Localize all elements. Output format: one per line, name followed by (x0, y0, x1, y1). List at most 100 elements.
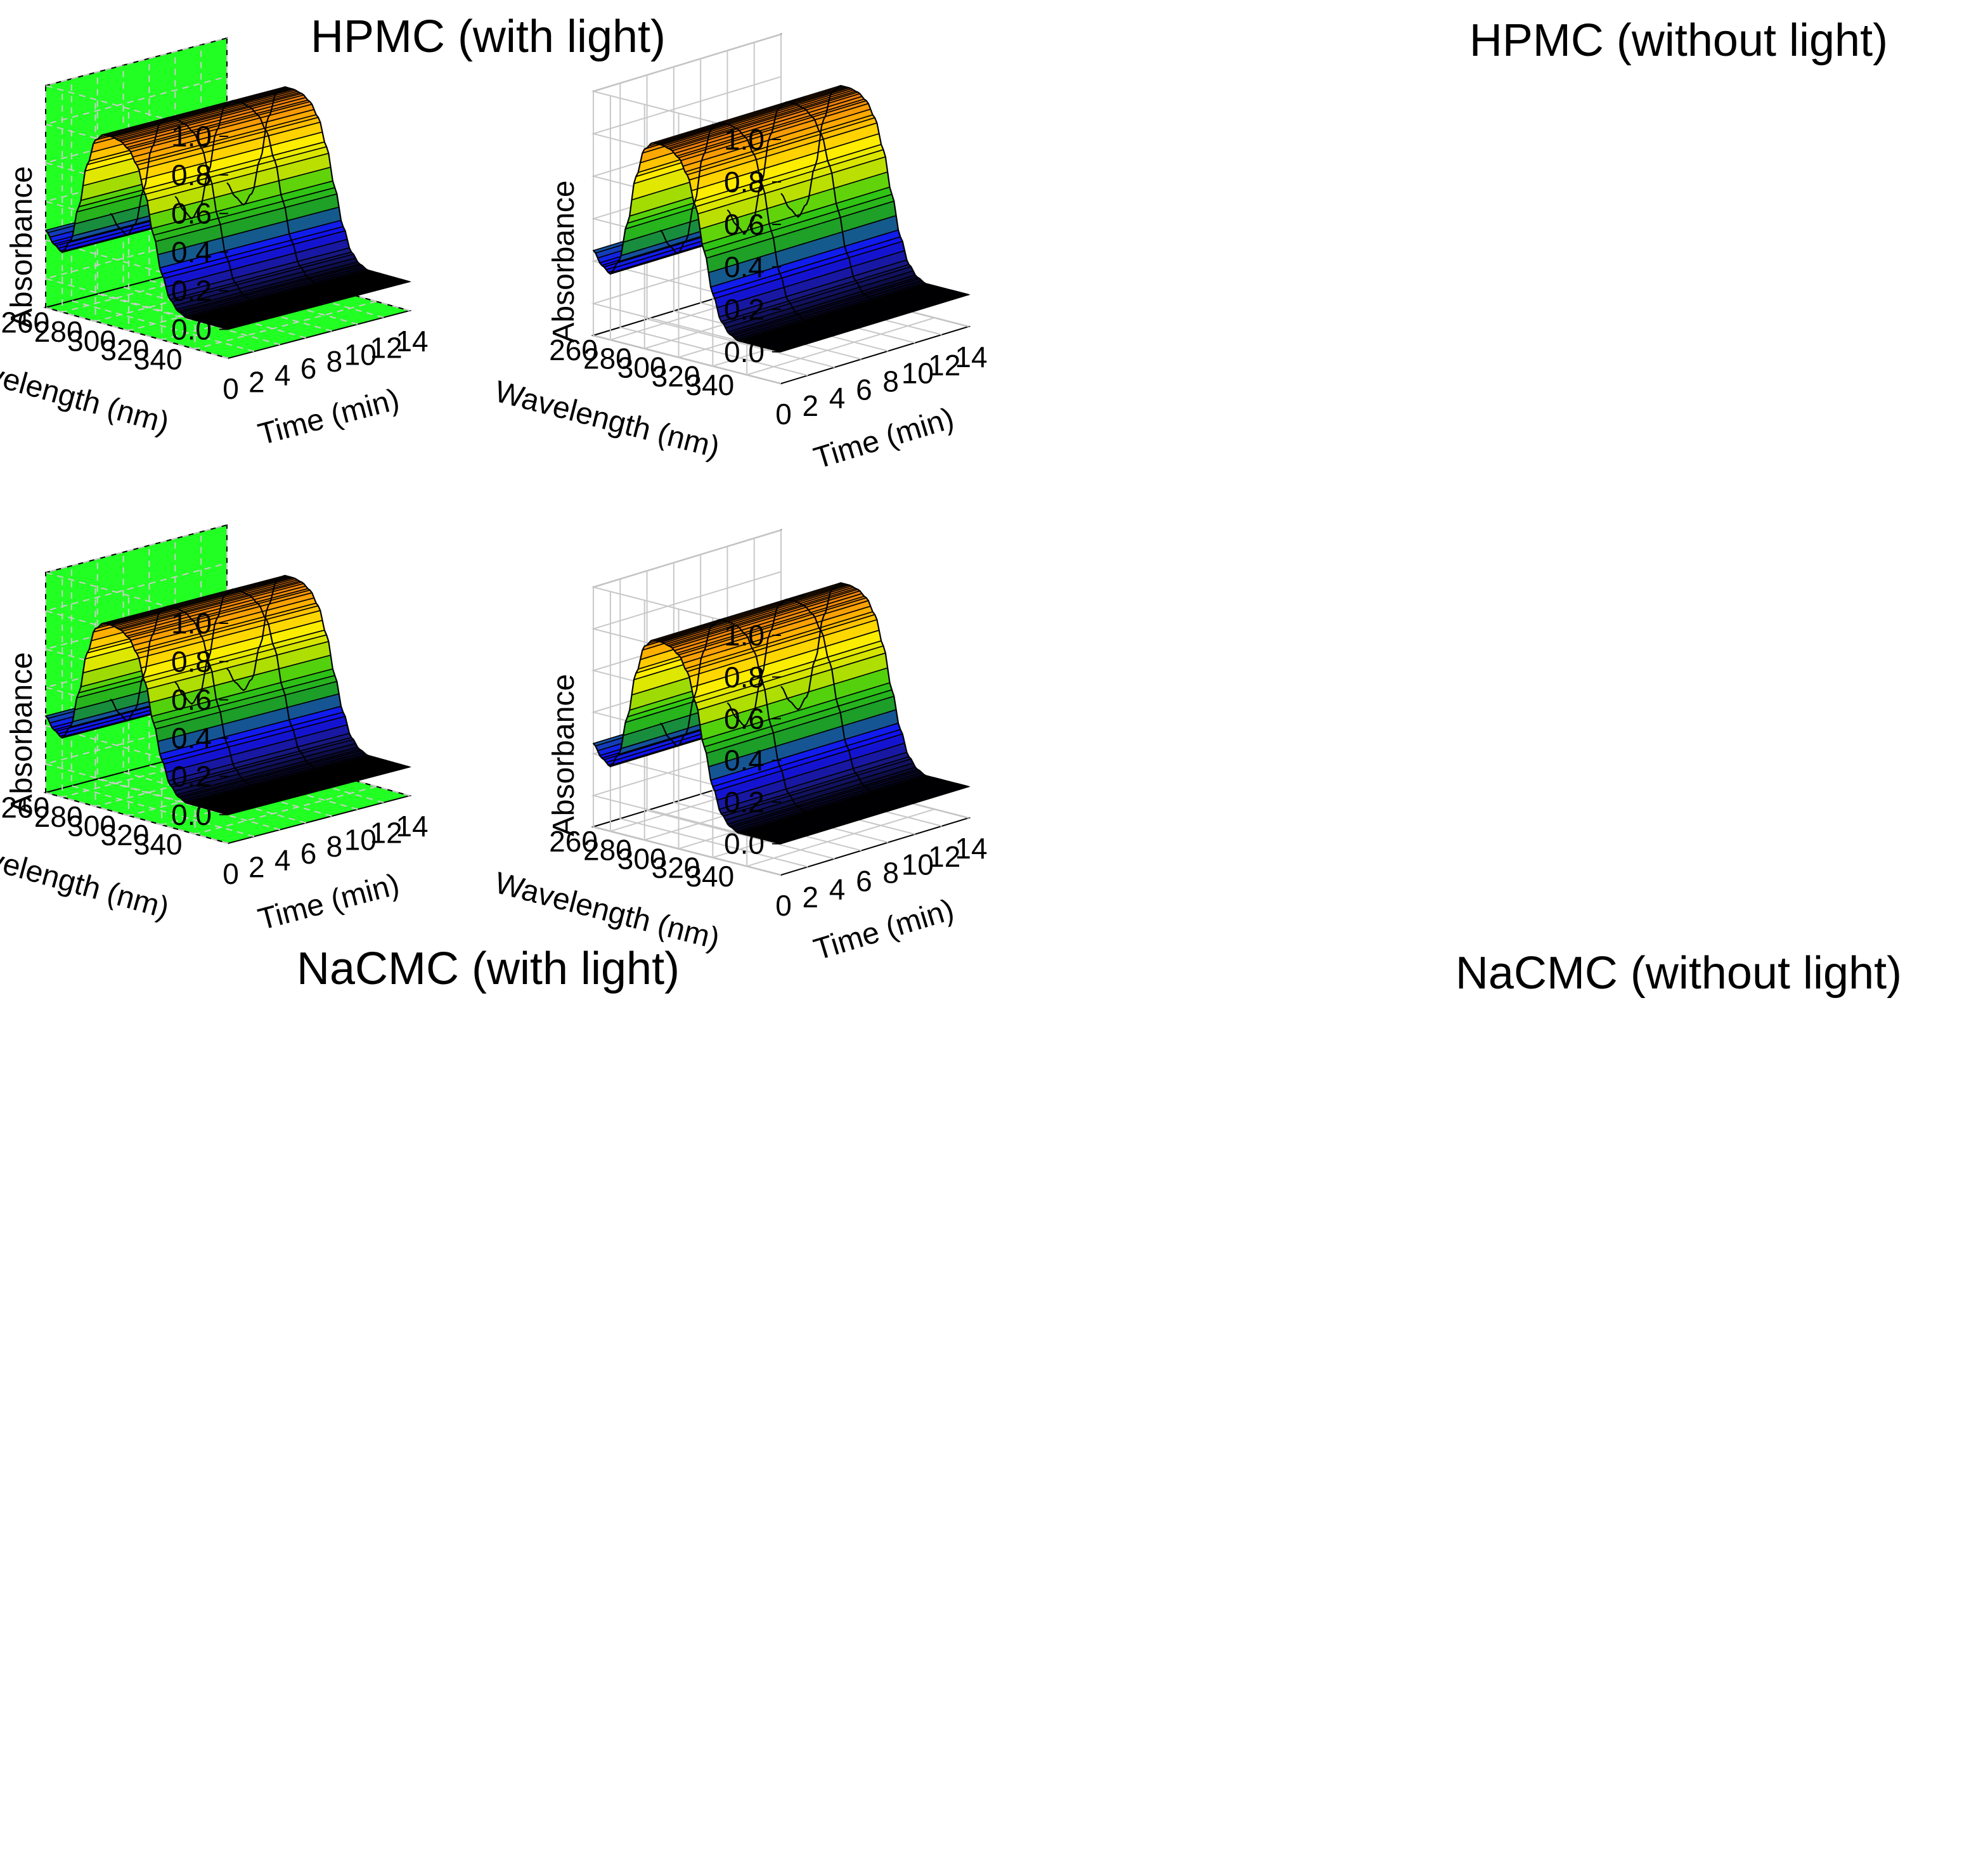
time-tick-label: 6 (300, 352, 317, 385)
z-tick-label: 0.2 (724, 293, 765, 326)
z-tick-label: 0.0 (171, 798, 212, 831)
z-tick-label: 0.0 (171, 313, 212, 346)
wavelength-tick-label: 260 (549, 334, 598, 366)
time-grid-line (619, 83, 808, 377)
time-tick-label: 14 (396, 810, 428, 843)
z-axis-label: Absorbance (5, 166, 39, 328)
z-axis-label: Absorbance (5, 652, 39, 814)
wavelength-tick-label: 300 (67, 324, 116, 357)
absorbance-surface (592, 84, 971, 353)
z-tick-label: 0.2 (171, 760, 212, 793)
surface-time-line (726, 598, 915, 804)
time-tick-label: 12 (370, 332, 403, 365)
time-tick-label: 0 (223, 857, 239, 890)
wavelength-tick-label: 340 (134, 827, 183, 860)
time-grid-line (96, 72, 280, 346)
time-tick-label: 14 (955, 340, 987, 373)
time-tick-label: 8 (326, 830, 343, 863)
time-tick-label: 6 (856, 373, 872, 406)
z-tick-label: 0.8 (724, 661, 765, 694)
time-tick-label: 4 (274, 359, 291, 392)
surface-time-line (593, 141, 782, 353)
z-tick-label: 0.6 (171, 197, 212, 230)
wavelength-tick-label: 340 (685, 860, 734, 893)
z-tick-label: 0.8 (724, 165, 765, 198)
wavelength-tick-label: 320 (101, 819, 150, 852)
chart-title: NaCMC (without light) (1456, 948, 1902, 999)
chart-title: NaCMC (with light) (297, 943, 680, 994)
surface-time-line (659, 121, 848, 332)
time-grid-line (45, 86, 229, 359)
time-grid-line (593, 91, 782, 384)
surface-time-line (45, 134, 229, 330)
time-tick-label: 10 (901, 357, 934, 390)
time-tick-label: 8 (326, 345, 343, 378)
time-tick-label: 2 (802, 389, 818, 422)
z-tick-label: 0.2 (171, 274, 212, 307)
time-tick-label: 4 (274, 844, 291, 877)
time-grid-line (619, 579, 808, 868)
z-axis-label: Absorbance (547, 674, 581, 836)
wavelength-tick-label: 300 (617, 843, 666, 876)
time-tick-label: 6 (300, 837, 317, 870)
surface-time-line (593, 639, 782, 845)
surface-time-line (226, 86, 410, 283)
wavelength-tick-label: 280 (34, 315, 83, 348)
time-tick-label: 8 (882, 857, 899, 890)
time-tick-label: 14 (396, 325, 428, 358)
z-tick-label: 0.4 (724, 250, 765, 283)
time-tick-label: 2 (248, 850, 265, 883)
time-tick-label: 6 (856, 864, 872, 897)
surface-time-line (659, 619, 848, 824)
wavelength-tick-label: 280 (583, 342, 632, 375)
chart-svg: 0.00.20.40.60.81.00 2 4 6 8 10121426028030032… (491, 529, 1902, 999)
chart-title: HPMC (with light) (311, 11, 666, 62)
z-tick-label: 0.8 (171, 159, 212, 191)
wavelength-tick-label: 260 (1, 306, 49, 339)
z-tick-label: 0.2 (724, 786, 765, 819)
time-tick-label: 12 (370, 817, 403, 850)
time-tick-label: 4 (829, 381, 846, 414)
time-tick-label: 12 (928, 840, 960, 873)
time-tick-label: 10 (901, 848, 934, 881)
z-tick-label: 1.0 (171, 607, 212, 640)
z-tick-label: 0.6 (724, 208, 765, 241)
wavelength-tick-label: 280 (583, 834, 632, 867)
time-grid-line (70, 566, 255, 838)
absorbance-surface (592, 582, 971, 845)
wavelength-tick-label: 300 (617, 351, 666, 384)
time-tick-label: 10 (344, 823, 377, 856)
surface-time-line (174, 100, 358, 296)
z-tick-label: 0.6 (171, 684, 212, 716)
time-tick-label: 12 (928, 349, 960, 382)
z-tick-label: 1.0 (171, 120, 212, 153)
z-tick-label: 0.6 (724, 702, 765, 735)
wavelength-tick-label: 340 (685, 368, 734, 401)
surface-time-line (174, 588, 358, 782)
time-axis-label: Time (min) (255, 382, 403, 451)
absorbance-surface (44, 574, 412, 815)
time-tick-label: 4 (829, 872, 846, 905)
chart-panel-hpmc-without-light: 0.0 0.2 0.4 0.6 0.8 1.0 0 2 4 6 8 10 12 14 260 280 300 32… (491, 0, 1988, 936)
surface-time-line (110, 117, 294, 313)
wavelength-tick-label: 300 (67, 809, 116, 842)
time-tick-label: 8 (882, 365, 899, 398)
chart-svg: 0.00.20.40.60.81.00 2 4 6 8 10121426028030032… (0, 524, 680, 994)
chart-panel-hpmc-with-light: 0.0 0.2 0.4 0.6 0.8 1.0 0 2 4 6 8 10 12 14 260 280 300 32… (0, 0, 994, 936)
time-tick-label: 0 (223, 372, 239, 405)
time-tick-label: 10 (344, 338, 377, 371)
time-tick-label: 14 (955, 832, 987, 865)
wavelength-tick-label: 260 (1, 791, 49, 824)
wavelength-tick-label: 320 (101, 334, 150, 366)
chart-svg: 0.00.20.40.60.81.00 2 4 6 8 10121426028030032… (0, 11, 666, 451)
z-tick-label: 0.0 (724, 335, 765, 368)
z-tick-label: 0.0 (724, 827, 765, 860)
z-axis-label: Absorbance (547, 180, 581, 342)
z-tick-label: 0.4 (171, 722, 212, 755)
surface-time-line (226, 574, 410, 768)
time-grid-line (70, 79, 255, 353)
time-tick-label: 0 (775, 889, 792, 922)
